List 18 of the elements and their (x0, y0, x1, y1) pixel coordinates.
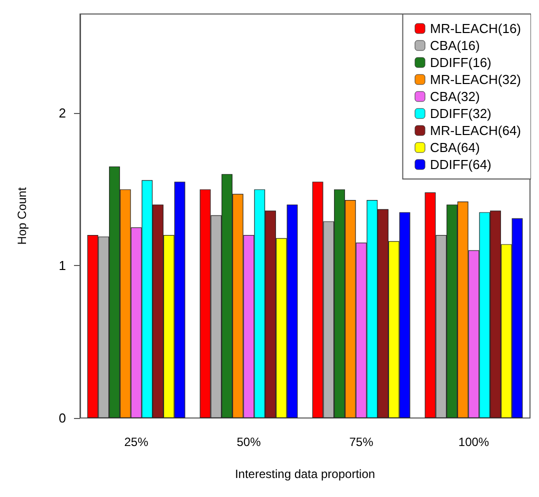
legend-label: CBA(64) (430, 140, 480, 155)
legend-label: CBA(32) (430, 89, 480, 104)
legend-label: MR-LEACH(32) (430, 72, 522, 87)
legend-label: DDIFF(32) (430, 106, 492, 121)
legend-label: MR-LEACH(64) (430, 123, 522, 138)
x-tick-label: 50% (236, 435, 262, 449)
legend-label: DDIFF(16) (430, 55, 492, 70)
legend-label: CBA(16) (430, 38, 480, 53)
x-axis-title: Interesting data proportion (234, 467, 376, 481)
y-tick-label: 0 (58, 410, 66, 426)
x-tick-label: 25% (124, 435, 149, 449)
y-axis-title: Hop Count (15, 186, 29, 245)
y-tick-label: 1 (58, 258, 66, 274)
x-tick-label: 100% (458, 435, 490, 449)
y-tick-label: 2 (58, 106, 66, 121)
legend-label: MR-LEACH(16) (430, 21, 522, 36)
legend-label: DDIFF(64) (430, 157, 492, 172)
x-tick-label: 75% (349, 435, 374, 449)
